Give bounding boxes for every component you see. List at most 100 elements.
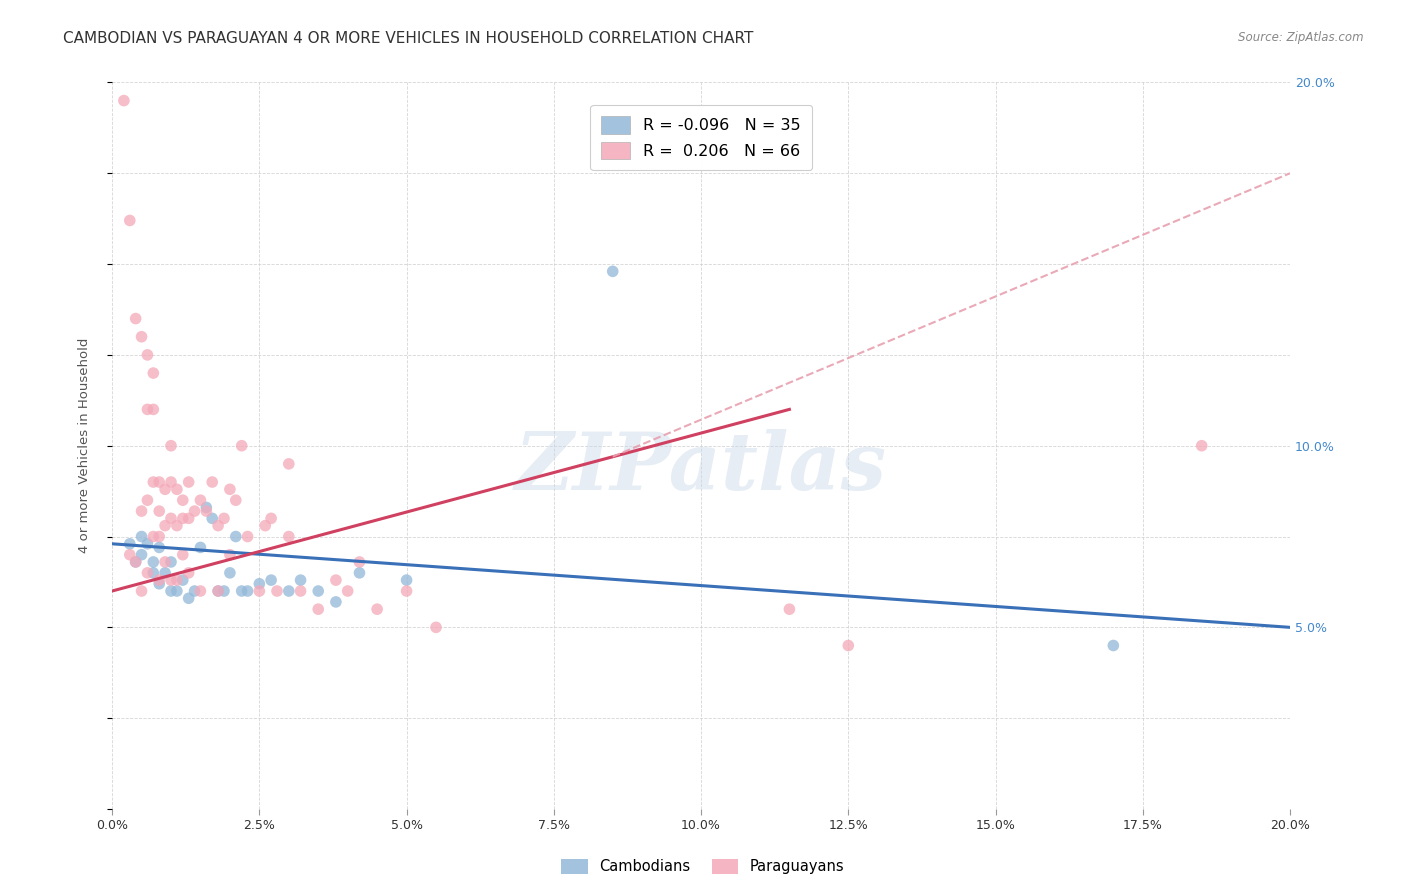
Point bbox=[148, 504, 170, 518]
Point bbox=[254, 518, 277, 533]
Point bbox=[325, 595, 347, 609]
Point bbox=[190, 493, 212, 508]
Point bbox=[247, 576, 270, 591]
Point bbox=[219, 548, 242, 562]
Point bbox=[160, 511, 183, 525]
Point bbox=[219, 566, 242, 580]
Point bbox=[148, 475, 170, 489]
Point bbox=[142, 366, 165, 380]
Point bbox=[153, 483, 176, 497]
Point bbox=[136, 566, 159, 580]
Point bbox=[183, 504, 205, 518]
Point bbox=[136, 348, 159, 362]
Point bbox=[336, 584, 359, 599]
Point bbox=[602, 264, 624, 278]
Point bbox=[136, 402, 159, 417]
Point bbox=[124, 555, 146, 569]
Point bbox=[207, 584, 229, 599]
Point bbox=[325, 573, 347, 587]
Point bbox=[366, 602, 388, 616]
Point bbox=[247, 584, 270, 599]
Point bbox=[201, 475, 224, 489]
Point bbox=[131, 330, 153, 344]
Y-axis label: 4 or more Vehicles in Household: 4 or more Vehicles in Household bbox=[79, 338, 91, 553]
Point bbox=[277, 457, 299, 471]
Point bbox=[349, 555, 371, 569]
Point bbox=[207, 584, 229, 599]
Point bbox=[307, 602, 329, 616]
Text: ZIPatlas: ZIPatlas bbox=[515, 429, 887, 507]
Point bbox=[260, 511, 283, 525]
Point bbox=[118, 213, 141, 227]
Point bbox=[177, 591, 200, 606]
Point bbox=[148, 541, 170, 555]
Point bbox=[290, 573, 312, 587]
Point bbox=[425, 620, 447, 634]
Point bbox=[153, 566, 176, 580]
Text: Source: ZipAtlas.com: Source: ZipAtlas.com bbox=[1239, 31, 1364, 45]
Point bbox=[166, 518, 188, 533]
Point bbox=[231, 584, 253, 599]
Text: CAMBODIAN VS PARAGUAYAN 4 OR MORE VEHICLES IN HOUSEHOLD CORRELATION CHART: CAMBODIAN VS PARAGUAYAN 4 OR MORE VEHICL… bbox=[63, 31, 754, 46]
Point bbox=[172, 573, 194, 587]
Point bbox=[236, 584, 259, 599]
Point bbox=[142, 555, 165, 569]
Point bbox=[136, 493, 159, 508]
Point bbox=[124, 311, 146, 326]
Point bbox=[395, 573, 418, 587]
Point bbox=[131, 504, 153, 518]
Point bbox=[212, 584, 235, 599]
Point bbox=[148, 529, 170, 543]
Point bbox=[225, 529, 247, 543]
Point bbox=[172, 511, 194, 525]
Point bbox=[142, 402, 165, 417]
Point bbox=[148, 576, 170, 591]
Point bbox=[219, 483, 242, 497]
Point bbox=[166, 584, 188, 599]
Point bbox=[277, 584, 299, 599]
Point bbox=[153, 518, 176, 533]
Point bbox=[142, 529, 165, 543]
Point bbox=[190, 584, 212, 599]
Point bbox=[118, 548, 141, 562]
Point bbox=[118, 537, 141, 551]
Point bbox=[1191, 439, 1213, 453]
Point bbox=[160, 573, 183, 587]
Point bbox=[201, 511, 224, 525]
Point bbox=[290, 584, 312, 599]
Point bbox=[183, 584, 205, 599]
Point bbox=[153, 555, 176, 569]
Point bbox=[124, 555, 146, 569]
Legend: R = -0.096   N = 35, R =  0.206   N = 66: R = -0.096 N = 35, R = 0.206 N = 66 bbox=[591, 105, 811, 170]
Point bbox=[260, 573, 283, 587]
Point bbox=[160, 439, 183, 453]
Point bbox=[160, 584, 183, 599]
Point bbox=[177, 475, 200, 489]
Point bbox=[131, 548, 153, 562]
Point bbox=[136, 537, 159, 551]
Point bbox=[266, 584, 288, 599]
Point bbox=[225, 493, 247, 508]
Point bbox=[190, 541, 212, 555]
Point bbox=[307, 584, 329, 599]
Point bbox=[142, 475, 165, 489]
Point bbox=[236, 529, 259, 543]
Point bbox=[395, 584, 418, 599]
Point bbox=[177, 566, 200, 580]
Point bbox=[148, 573, 170, 587]
Point bbox=[212, 511, 235, 525]
Point bbox=[166, 483, 188, 497]
Legend: Cambodians, Paraguayans: Cambodians, Paraguayans bbox=[555, 853, 851, 880]
Point bbox=[349, 566, 371, 580]
Point bbox=[1102, 639, 1125, 653]
Point bbox=[172, 493, 194, 508]
Point bbox=[112, 94, 135, 108]
Point bbox=[160, 475, 183, 489]
Point bbox=[142, 566, 165, 580]
Point bbox=[778, 602, 800, 616]
Point bbox=[195, 504, 218, 518]
Point bbox=[177, 511, 200, 525]
Point bbox=[131, 584, 153, 599]
Point bbox=[277, 529, 299, 543]
Point bbox=[207, 518, 229, 533]
